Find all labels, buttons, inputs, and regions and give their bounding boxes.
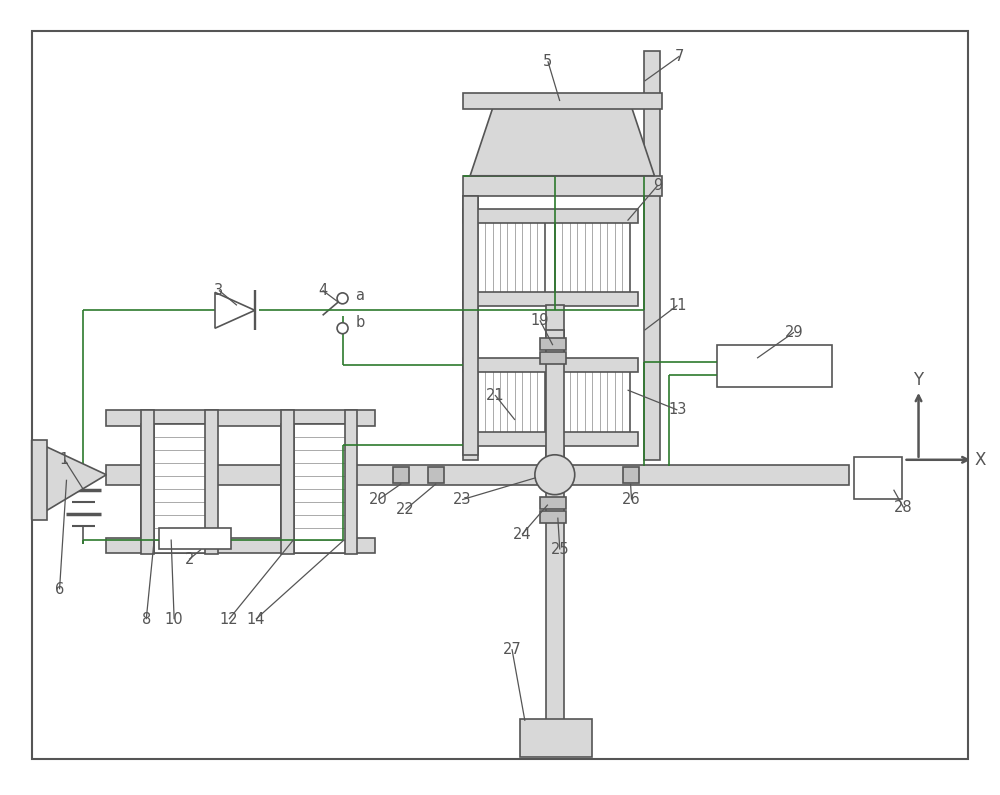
- Bar: [205, 410, 218, 554]
- Text: 21: 21: [486, 387, 504, 402]
- Text: b: b: [356, 315, 365, 330]
- Bar: [555, 215, 630, 296]
- Bar: [470, 215, 545, 296]
- Text: 9: 9: [653, 178, 662, 193]
- Bar: [540, 510, 566, 522]
- Bar: [428, 467, 444, 483]
- Circle shape: [535, 455, 575, 494]
- Bar: [281, 410, 294, 554]
- Text: 26: 26: [622, 492, 641, 507]
- Text: 25: 25: [550, 542, 569, 557]
- Bar: [463, 208, 638, 223]
- Bar: [854, 457, 902, 498]
- Bar: [717, 345, 832, 387]
- Text: 11: 11: [668, 298, 687, 312]
- Bar: [345, 410, 357, 554]
- Text: 8: 8: [142, 611, 151, 626]
- Text: 22: 22: [396, 502, 415, 517]
- Text: 2: 2: [184, 552, 194, 567]
- Text: 5: 5: [543, 54, 552, 68]
- Text: a: a: [356, 288, 365, 303]
- Text: 29: 29: [785, 324, 803, 339]
- Bar: [141, 424, 206, 540]
- Bar: [546, 330, 564, 470]
- Bar: [546, 330, 564, 475]
- Bar: [540, 352, 566, 364]
- Bar: [463, 358, 638, 372]
- Bar: [463, 196, 478, 455]
- Text: 23: 23: [453, 492, 471, 507]
- Bar: [470, 365, 545, 435]
- Bar: [546, 305, 564, 335]
- Bar: [463, 196, 478, 460]
- Bar: [520, 719, 592, 757]
- Bar: [281, 467, 346, 540]
- Bar: [555, 365, 630, 435]
- Bar: [644, 51, 660, 460]
- Bar: [159, 528, 231, 549]
- Bar: [106, 537, 375, 553]
- Bar: [463, 176, 662, 196]
- Polygon shape: [470, 101, 654, 176]
- Bar: [463, 93, 662, 109]
- Text: 1: 1: [60, 452, 69, 467]
- Bar: [154, 424, 206, 553]
- Bar: [141, 410, 154, 554]
- Bar: [540, 497, 566, 509]
- Text: 28: 28: [894, 500, 913, 515]
- Text: 27: 27: [503, 642, 521, 657]
- Circle shape: [337, 293, 348, 304]
- Text: 3: 3: [214, 283, 224, 298]
- Bar: [393, 467, 409, 483]
- Text: 24: 24: [513, 527, 531, 542]
- Bar: [546, 475, 564, 734]
- Text: 7: 7: [675, 48, 684, 64]
- Bar: [623, 467, 639, 483]
- Text: Y: Y: [913, 371, 924, 389]
- Text: 4: 4: [318, 283, 327, 298]
- Bar: [32, 440, 47, 520]
- Bar: [281, 424, 346, 540]
- Bar: [540, 338, 566, 350]
- Text: 20: 20: [369, 492, 388, 507]
- Text: X: X: [975, 451, 986, 469]
- Text: 13: 13: [668, 402, 687, 417]
- Text: 6: 6: [55, 582, 64, 597]
- Text: 10: 10: [165, 611, 183, 626]
- Bar: [106, 410, 375, 426]
- Text: 19: 19: [531, 312, 549, 328]
- Bar: [463, 432, 638, 446]
- Bar: [106, 465, 849, 485]
- Polygon shape: [32, 440, 106, 520]
- Polygon shape: [215, 293, 255, 328]
- Bar: [294, 424, 346, 553]
- Bar: [141, 467, 206, 540]
- Bar: [463, 293, 638, 306]
- Text: 14: 14: [247, 611, 265, 626]
- Text: 12: 12: [220, 611, 238, 626]
- Circle shape: [337, 323, 348, 334]
